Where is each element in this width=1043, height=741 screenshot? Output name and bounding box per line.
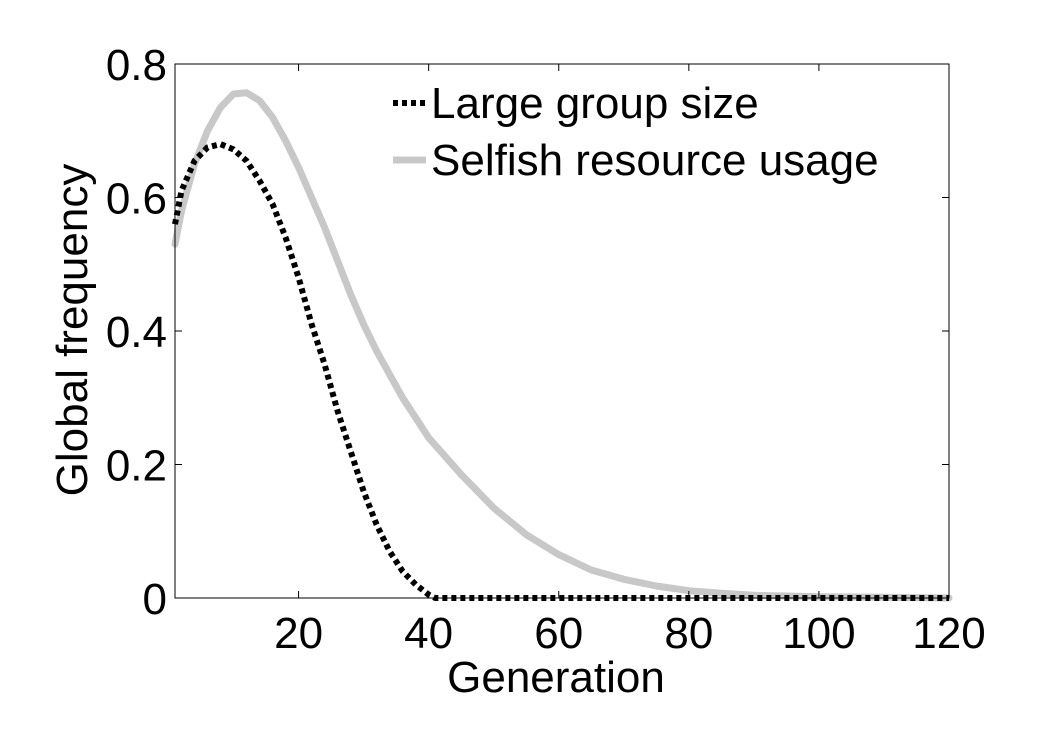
legend-label-selfish-resource-usage: Selfish resource usage [431, 136, 879, 185]
x-tick-label: 120 [912, 609, 985, 658]
x-axis-title: Generation [447, 653, 665, 702]
y-tick-label: 0 [143, 575, 167, 624]
y-tick-label: 0.2 [106, 442, 167, 491]
y-tick-labels: 0 0.2 0.4 0.6 0.8 [106, 41, 167, 624]
y-tick-label: 0.4 [106, 308, 167, 357]
x-tick-label: 20 [274, 609, 323, 658]
y-axis-title: Global frequency [48, 164, 97, 497]
x-tick-label: 60 [534, 609, 583, 658]
legend-label-large-group-size: Large group size [431, 79, 759, 128]
x-tick-label: 80 [664, 609, 713, 658]
axis-ticks [175, 63, 950, 599]
x-tick-label: 100 [782, 609, 855, 658]
x-tick-labels: 20 40 60 80 100 120 [274, 609, 986, 658]
y-tick-label: 0.6 [106, 175, 167, 224]
series-line-0 [172, 141, 949, 601]
series-line-1 [171, 89, 953, 602]
legend: Large group size Selfish resource usage [393, 79, 879, 185]
y-tick-label: 0.8 [106, 41, 167, 90]
x-tick-label: 40 [404, 609, 453, 658]
